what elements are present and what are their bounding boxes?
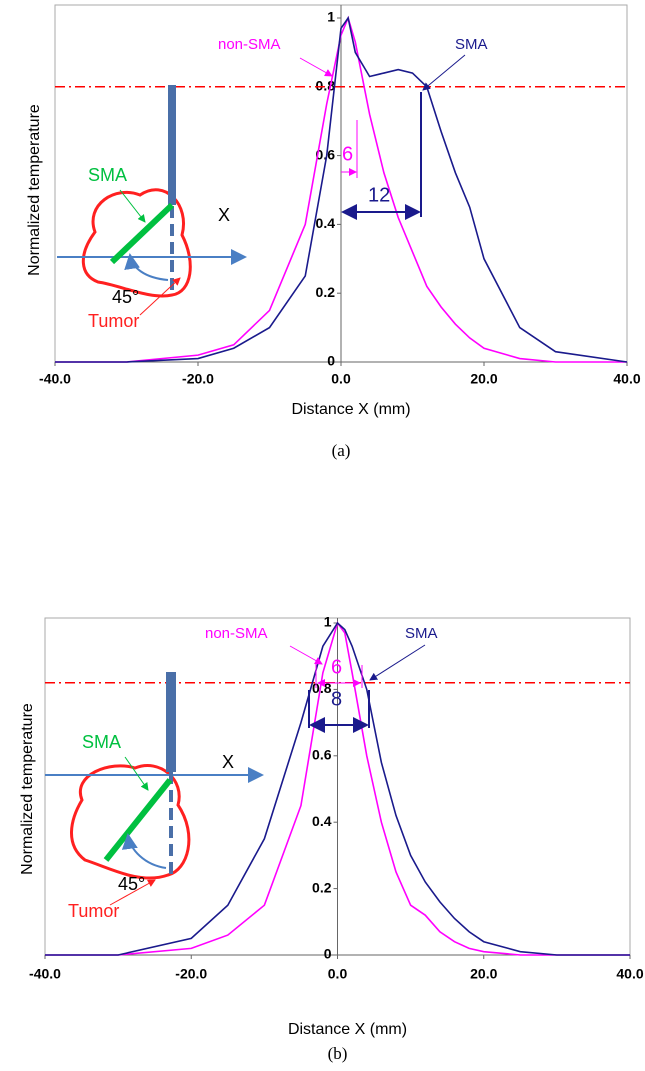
series-label: SMA — [455, 36, 488, 53]
x-tick-label: 40.0 — [616, 966, 643, 982]
annotation: SMA — [82, 732, 121, 752]
chart: 00.20.40.60.81-40.0 -20.0 0.0 20.0 40.0Norma… — [19, 614, 644, 1063]
y-tick-label: 0.4 — [312, 813, 332, 829]
annotation: 12 — [368, 184, 390, 206]
series-line — [45, 621, 630, 956]
annotation: 6 — [331, 656, 342, 678]
x-tick-label: 40.0 — [613, 371, 640, 387]
x-tick-label: -40.0 — [29, 966, 61, 982]
chart: 00.20.40.60.81-40.0 -20.0 0.0 20.0 40.0Norma… — [26, 4, 641, 460]
x-axis-title: Distance X (mm) — [288, 1021, 407, 1038]
annotation-shapes — [45, 644, 426, 906]
annotation-shapes — [57, 54, 466, 316]
series-line — [45, 621, 630, 956]
x-tick-label: -20.0 — [175, 966, 207, 982]
x-tick-label: 0.0 — [328, 966, 348, 982]
series-label: non-SMA — [218, 36, 281, 53]
caption: (b) — [328, 1044, 348, 1063]
x-tick-label: 20.0 — [470, 966, 497, 982]
y-tick-label: 0.6 — [312, 747, 332, 763]
y-tick-label: 0.2 — [316, 284, 336, 300]
x-tick-label: -40.0 — [39, 371, 71, 387]
annotation: X — [222, 752, 234, 772]
annotation: SMA — [88, 165, 127, 185]
y-axis-title: Normalized temperature — [19, 703, 36, 875]
annotation: 8 — [331, 688, 342, 710]
x-tick-label: 20.0 — [470, 371, 497, 387]
y-axis-title: Normalized temperature — [26, 104, 43, 276]
series-label: non-SMA — [205, 625, 268, 642]
annotation: 45° — [118, 874, 145, 894]
series-line — [55, 15, 627, 363]
series-line — [55, 16, 628, 363]
annotation: Tumor — [88, 311, 139, 331]
y-tick-label: 0 — [324, 946, 332, 962]
y-tick-label: 1 — [327, 9, 335, 25]
y-tick-label: 0.2 — [312, 879, 332, 895]
y-tick-label: 1 — [324, 614, 332, 630]
y-tick-label: 0.4 — [316, 215, 336, 231]
annotation: Tumor — [68, 901, 119, 921]
annotation: 6 — [342, 143, 353, 165]
y-tick-label: 0.6 — [316, 146, 336, 162]
caption: (a) — [332, 441, 351, 460]
y-tick-label: 0 — [327, 353, 335, 369]
x-axis-title: Distance X (mm) — [291, 401, 410, 418]
series-label: SMA — [405, 625, 438, 642]
x-tick-label: 0.0 — [331, 371, 351, 387]
x-tick-label: -20.0 — [182, 371, 214, 387]
annotation: X — [218, 205, 230, 225]
annotation: 45° — [112, 287, 139, 307]
